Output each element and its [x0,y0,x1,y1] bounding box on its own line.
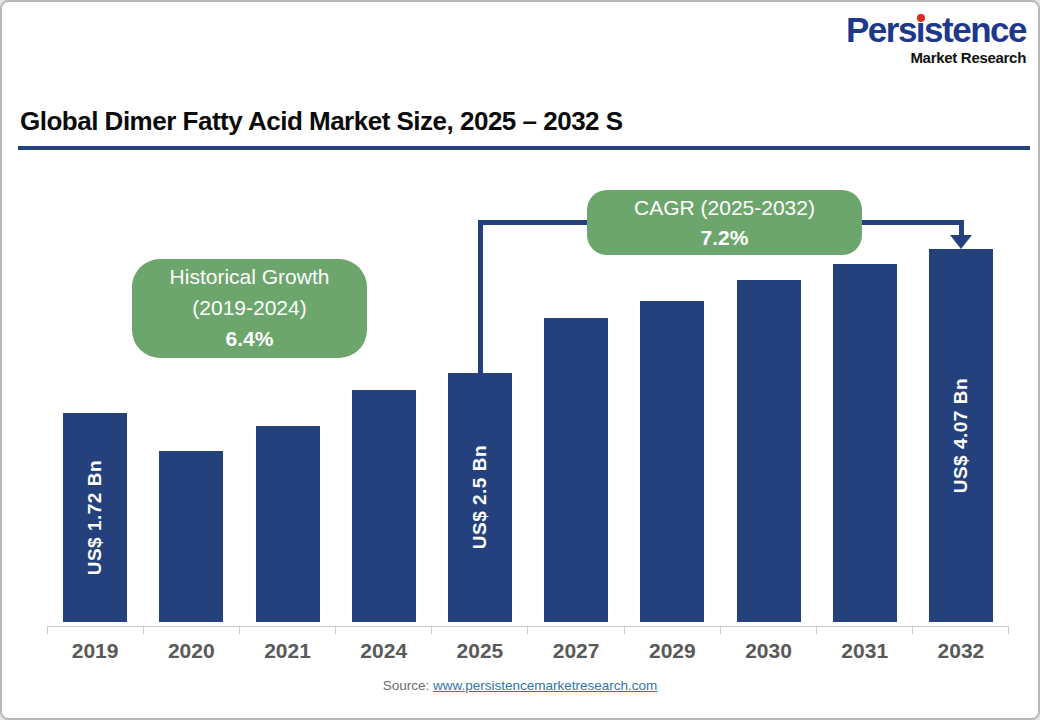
bar-slot-2027 [528,241,624,622]
bar-2020 [159,451,223,622]
bar-2030 [737,280,801,622]
axis-ticks [47,626,1009,634]
arrow-down-icon [950,235,972,249]
title-underline [18,146,1030,150]
x-label-2031: 2031 [817,639,913,663]
bar-2024 [352,390,416,622]
historical-growth-value: 6.4% [132,324,367,355]
bar-2021 [256,426,320,622]
axis-tick [720,626,816,634]
logo-letter-i: ı [916,12,924,47]
axis-tick [143,626,239,634]
x-label-2021: 2021 [239,639,335,663]
x-label-2019: 2019 [47,639,143,663]
logo-wordmark: Persıstence [846,12,1026,47]
axis-tick [335,626,431,634]
cagr-label: CAGR (2025-2032) [587,193,862,222]
source-label: Source: [383,678,430,693]
logo-text-part2: stence [924,10,1026,49]
connector-line-from-2025 [478,220,483,377]
bar-slot-2029 [624,241,720,622]
company-logo: Persıstence Market Research [846,12,1026,65]
chart-title: Global Dimer Fatty Acid Market Size, 202… [20,106,623,137]
axis-tick [431,626,527,634]
x-label-2025: 2025 [432,639,528,663]
x-label-2029: 2029 [624,639,720,663]
cagr-value: 7.2% [587,223,862,252]
connector-line-to-2032 [959,220,964,236]
axis-tick [912,626,1009,634]
bar-value-label-2019: US$ 1.72 Bn [84,460,106,575]
x-label-2030: 2030 [720,639,816,663]
historical-growth-label-line2: (2019-2024) [132,293,367,324]
bar-2025: US$ 2.5 Bn [448,373,512,622]
bar-2027 [544,318,608,622]
axis-tick [816,626,912,634]
axis-tick [239,626,335,634]
bar-value-label-2025: US$ 2.5 Bn [469,445,491,549]
bar-slot-2032: US$ 4.07 Bn [913,241,1009,622]
historical-growth-badge: Historical Growth (2019-2024) 6.4% [132,259,367,358]
x-label-2020: 2020 [143,639,239,663]
bar-2029 [640,301,704,622]
x-axis-labels: 2019202020212024202520272029203020312032 [47,639,1009,663]
axis-tick [624,626,720,634]
bar-slot-2019: US$ 1.72 Bn [47,241,143,622]
bar-2019: US$ 1.72 Bn [63,413,127,622]
source-link[interactable]: www.persistencemarketresearch.com [433,678,657,693]
x-label-2032: 2032 [913,639,1009,663]
axis-tick [47,626,143,634]
cagr-badge: CAGR (2025-2032) 7.2% [587,190,862,255]
logo-red-dot-icon [917,14,925,22]
logo-text-part1: Pers [846,10,916,49]
axis-tick [527,626,623,634]
bar-2032: US$ 4.07 Bn [929,249,993,622]
bar-2031 [833,264,897,622]
historical-growth-label-line1: Historical Growth [132,262,367,293]
bar-slot-2031 [817,241,913,622]
x-label-2027: 2027 [528,639,624,663]
x-label-2024: 2024 [336,639,432,663]
logo-subtitle: Market Research [846,50,1026,65]
bar-slot-2030 [720,241,816,622]
bar-value-label-2032: US$ 4.07 Bn [950,378,972,493]
infographic-slide: Persıstence Market Research Global Dimer… [0,0,1040,720]
source-line: Source: www.persistencemarketresearch.co… [2,678,1038,693]
